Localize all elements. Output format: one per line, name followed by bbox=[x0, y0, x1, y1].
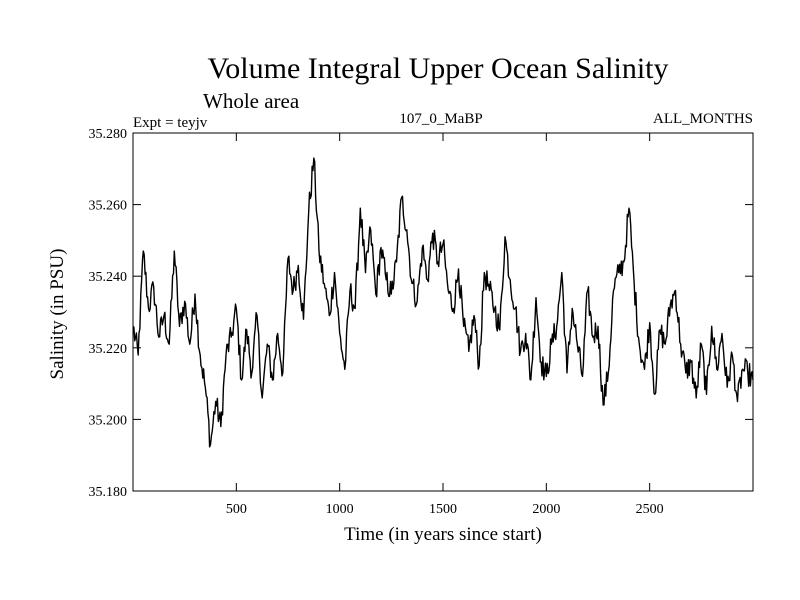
y-tick-label: 35.240 bbox=[89, 270, 128, 285]
x-tick-label: 500 bbox=[226, 502, 247, 517]
x-tick-label: 2000 bbox=[532, 502, 560, 517]
x-axis-ticks: 500 1000 1500 2000 2500 bbox=[226, 133, 664, 517]
y-axis-label: Salinity (in PSU) bbox=[47, 249, 68, 380]
x-axis-label: Time (in years since start) bbox=[344, 524, 542, 545]
y-tick-label: 35.220 bbox=[89, 342, 128, 357]
y-tick-label: 35.260 bbox=[89, 199, 128, 214]
series-group bbox=[132, 157, 754, 448]
y-tick-label: 35.280 bbox=[89, 127, 128, 142]
x-tick-label: 2500 bbox=[636, 502, 664, 517]
plot-frame bbox=[132, 132, 754, 492]
chart-title: Volume Integral Upper Ocean Salinity bbox=[208, 52, 669, 85]
x-tick-label: 1500 bbox=[429, 502, 457, 517]
series-line bbox=[132, 157, 754, 448]
y-axis-ticks: 35.180 35.200 35.220 35.240 35.260 35.280 bbox=[89, 127, 753, 500]
run-label: 107_0_MaBP bbox=[399, 111, 482, 127]
chart-subtitle: Whole area bbox=[203, 89, 300, 113]
expt-label: Expt = teyjv bbox=[133, 115, 208, 131]
y-tick-label: 35.200 bbox=[89, 413, 128, 428]
months-label: ALL_MONTHS bbox=[653, 111, 753, 127]
y-tick-label: 35.180 bbox=[89, 485, 128, 500]
x-tick-label: 1000 bbox=[326, 502, 354, 517]
